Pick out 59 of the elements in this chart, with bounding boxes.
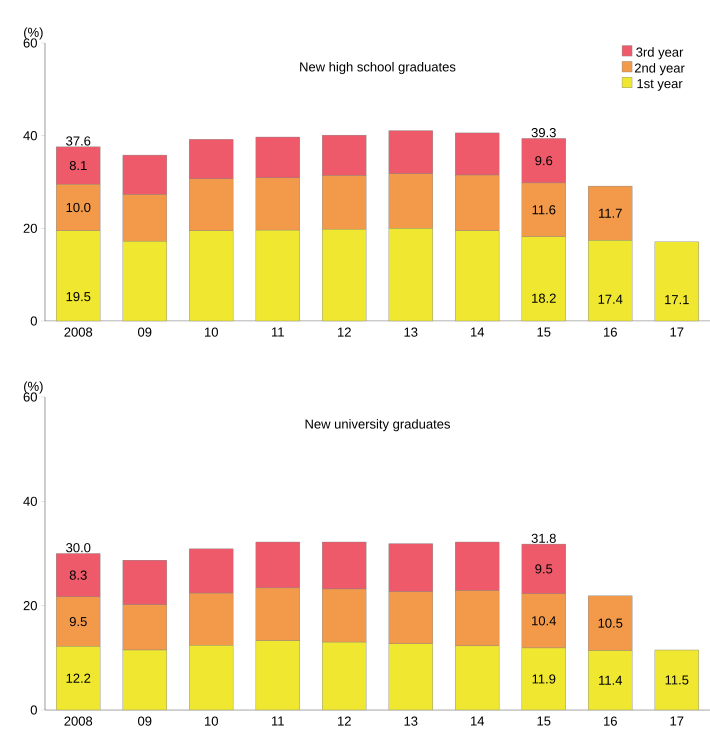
- x-tick-label: 17: [670, 716, 684, 726]
- x-tick-label: 10: [205, 328, 218, 337]
- x-tick-label: 11: [272, 716, 284, 726]
- legend-label: 1st year: [637, 79, 682, 91]
- x-tick-label: 09: [138, 328, 152, 337]
- x-tick-label: 15: [538, 716, 550, 726]
- text: New university graduates: [306, 419, 450, 432]
- data-label: 10.4: [532, 616, 556, 626]
- x-tick-label: 12: [338, 716, 351, 726]
- legend-label: 2nd year: [634, 63, 685, 76]
- bar: [654, 242, 699, 322]
- data-label: 10.0: [66, 202, 90, 212]
- x-tick-label: 17: [670, 328, 684, 336]
- y-axis-title: (%): [24, 27, 43, 40]
- data-label: 9.5: [70, 616, 87, 626]
- y-tick-label: 40: [23, 496, 37, 506]
- y-tick-label: 20: [24, 601, 37, 610]
- total-label: 31.8: [532, 534, 556, 543]
- x-tick-label: 14: [471, 716, 484, 726]
- x-tick-label: 11: [272, 328, 284, 336]
- x-tick-label: 15: [538, 328, 550, 337]
- data-label: 11.4: [599, 676, 622, 685]
- x-tick-label: 16: [604, 716, 617, 726]
- x-tick-label: 13: [404, 716, 418, 726]
- data-label: 9.5: [535, 564, 552, 574]
- x-tick-label: 10: [205, 716, 218, 726]
- data-label: 8.3: [70, 570, 87, 580]
- x-tick-label: 09: [138, 716, 152, 726]
- data-label: 11.7: [599, 208, 622, 218]
- data-label: 12.2: [66, 674, 90, 683]
- x-tick-label: 12: [338, 328, 351, 337]
- data-label: 17.4: [598, 294, 623, 304]
- bar: [654, 650, 699, 710]
- data-label: 9.6: [535, 156, 552, 166]
- data-label: 11.9: [532, 674, 556, 684]
- data-label: 11.6: [532, 205, 556, 214]
- data-label: 8.1: [70, 160, 87, 170]
- y-tick-label: 60: [24, 38, 37, 48]
- data-label: 18.2: [532, 294, 556, 303]
- data-label: 10.5: [598, 618, 622, 628]
- data-label: 17.1: [665, 295, 689, 304]
- y-tick-label: 20: [24, 224, 37, 233]
- total-label: 39.3: [532, 128, 556, 138]
- y-axis-title: (%): [24, 381, 43, 394]
- x-tick-label: 14: [471, 328, 484, 336]
- y-tick-label: 0: [30, 705, 37, 715]
- data-label: 19.5: [66, 292, 90, 302]
- x-tick-label: 13: [404, 328, 418, 337]
- y-tick-label: 0: [30, 316, 37, 326]
- y-tick-label: 40: [23, 131, 37, 140]
- y-tick-label: 60: [24, 392, 37, 402]
- text: New high school graduates: [300, 62, 456, 74]
- total-label: 37.6: [66, 136, 90, 146]
- x-tick-label: 2008: [64, 716, 92, 726]
- legend-label: 3rd year: [636, 47, 684, 60]
- x-tick-label: 2008: [64, 328, 92, 337]
- x-tick-label: 16: [604, 328, 617, 337]
- total-label: 30.0: [66, 543, 90, 552]
- data-label: 11.5: [666, 675, 688, 685]
